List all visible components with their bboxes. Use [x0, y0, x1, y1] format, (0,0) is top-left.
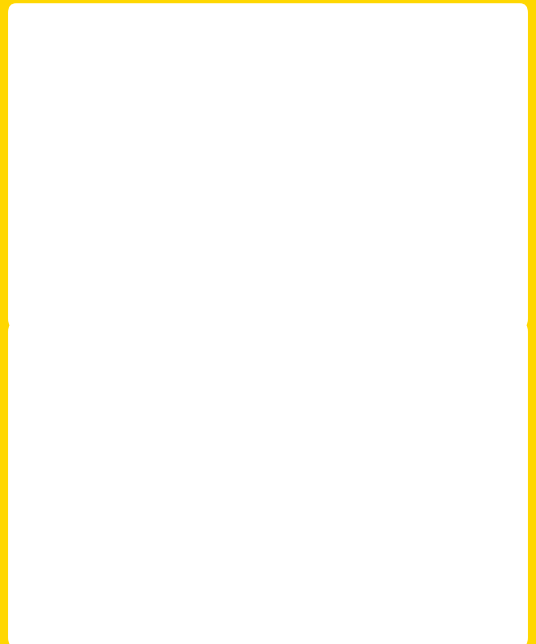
Text: Organic Social Views to ROMS: Organic Social Views to ROMS	[28, 294, 321, 313]
Legend: Org views, Meta CTR: Org views, Meta CTR	[187, 21, 376, 44]
Legend: Org views, ROMS: Org views, ROMS	[198, 337, 365, 359]
